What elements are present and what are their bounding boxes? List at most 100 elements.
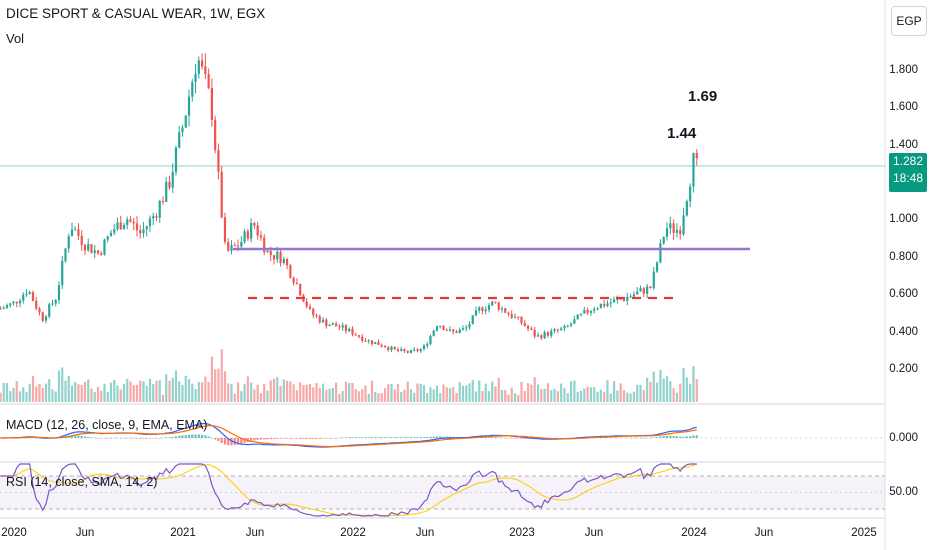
candle-body [233, 245, 236, 247]
volume-bar [550, 390, 553, 402]
candle-body [487, 305, 491, 310]
macd-histogram-bar [497, 437, 500, 438]
volume-bar [478, 380, 481, 402]
candle-body [220, 171, 223, 218]
volume-bar [253, 389, 256, 402]
macd-histogram-bar [318, 438, 321, 439]
volume-bar [299, 382, 302, 402]
candle-body [210, 87, 213, 120]
candle-body [80, 235, 83, 246]
volume-bar [357, 391, 361, 402]
volume-bar [659, 369, 662, 402]
candle-body [194, 73, 197, 82]
candle-body [458, 329, 461, 333]
macd-histogram-bar [387, 437, 390, 438]
volume-bar [692, 366, 695, 402]
candle-body [432, 330, 435, 336]
volume-bar [207, 381, 210, 402]
price-tick: 0.800 [889, 251, 918, 263]
candle-body [341, 325, 344, 328]
candle-body [560, 328, 563, 331]
volume-bar [325, 389, 328, 402]
candle-body [116, 222, 119, 230]
macd-histogram-bar [646, 437, 649, 439]
candle-body [135, 223, 139, 231]
target-label-1: 1.44 [667, 125, 697, 142]
time-tick: 2025 [851, 527, 877, 539]
macd-histogram-bar [400, 437, 403, 438]
candle-body [416, 349, 419, 351]
candle-body [41, 312, 44, 321]
macd-histogram-bar [126, 437, 129, 439]
candle-body [318, 316, 321, 323]
volume-bar [409, 389, 413, 402]
macd-histogram-bar [315, 438, 318, 439]
candle-body [178, 132, 181, 148]
volume-bar [636, 384, 639, 402]
candle-body [642, 288, 645, 294]
candle-body [380, 344, 383, 347]
volume-bar [695, 379, 698, 402]
volume-bar [461, 385, 465, 402]
volume-bar [396, 383, 400, 402]
candle-body [439, 325, 442, 327]
macd-histogram-bar [214, 438, 217, 440]
volume-bar [383, 388, 387, 402]
macd-histogram-bar [655, 437, 659, 438]
macd-histogram-bar [642, 437, 645, 439]
volume-bar [665, 376, 669, 402]
candle-body [689, 186, 692, 202]
macd-histogram-bar [253, 438, 256, 441]
macd-histogram-bar [106, 438, 109, 439]
volume-bar [494, 386, 497, 402]
volume-bar [100, 390, 103, 402]
macd-histogram-bar [328, 438, 331, 439]
macd-histogram-bar [442, 436, 445, 438]
macd-histogram-bar [669, 435, 672, 438]
volume-bar [236, 382, 240, 402]
volume-bar [285, 380, 289, 402]
candle-body [435, 326, 439, 331]
candle-body [289, 265, 292, 278]
candle-body [308, 306, 312, 309]
volume-bar [370, 380, 374, 402]
candle-body [54, 300, 57, 304]
volume-bar [57, 370, 61, 402]
macd-histogram-bar [279, 438, 282, 439]
volume-bar [197, 381, 200, 402]
candle-body [612, 299, 616, 303]
volume-bar [400, 392, 403, 402]
macd-histogram-bar [230, 438, 233, 446]
macd-histogram-bar [354, 437, 357, 438]
candle-body [596, 308, 599, 310]
macd-histogram-bar [197, 434, 200, 438]
time-tick: Jun [415, 527, 435, 539]
volume-bar [553, 388, 556, 402]
macd-histogram-bar [616, 437, 619, 438]
currency-button[interactable]: EGP [891, 6, 927, 36]
volume-bar [171, 377, 174, 402]
macd-histogram-bar [419, 437, 422, 438]
candle-body [556, 329, 559, 331]
volume-bar [465, 385, 468, 402]
volume-bar [685, 377, 688, 402]
candle-body [409, 349, 413, 353]
volume-bar [282, 379, 285, 402]
candle-body [119, 222, 122, 230]
candle-body [22, 294, 25, 301]
volume-bar [41, 387, 44, 402]
volume-bar [61, 367, 64, 402]
candle-body [543, 332, 546, 339]
time-tick: 2021 [170, 527, 196, 539]
volume-bar [35, 386, 38, 402]
macd-histogram-bar [269, 438, 272, 440]
macd-histogram-bar [344, 437, 348, 438]
candle-body [87, 244, 90, 251]
volume-bar [292, 384, 295, 402]
candle-body [292, 277, 295, 284]
volume-bar [233, 393, 236, 402]
candle-body [589, 310, 593, 313]
macd-histogram-bar [187, 434, 191, 438]
macd-histogram-bar [174, 436, 178, 438]
